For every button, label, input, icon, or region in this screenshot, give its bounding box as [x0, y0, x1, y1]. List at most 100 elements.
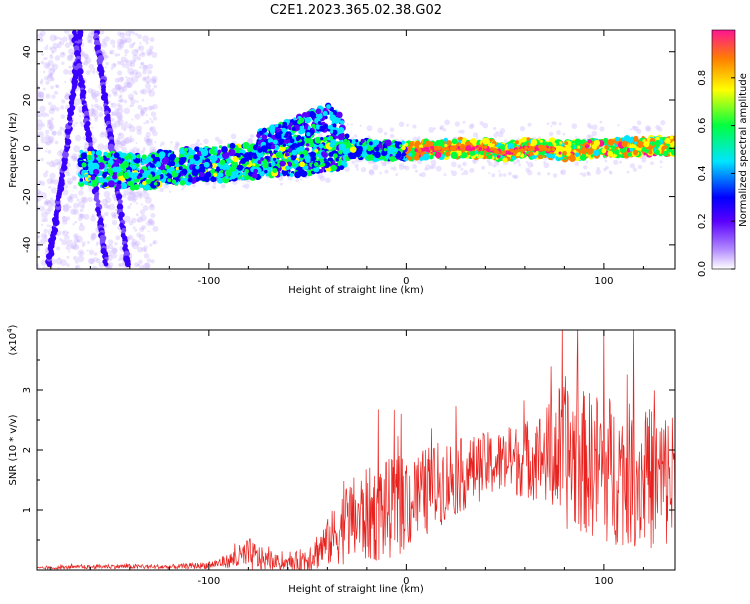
spectrogram-band-point [576, 145, 581, 149]
spectrogram-band-point [321, 162, 326, 167]
spectrogram-speckle [87, 87, 94, 94]
spectrogram-speckle [56, 246, 61, 251]
spectrogram-speckle [132, 54, 139, 60]
spectrogram-ytick-label: 40 [22, 45, 33, 58]
spectrogram-speckle [150, 213, 156, 218]
spectrogram-speckle [37, 266, 41, 269]
spectrogram-core-point [534, 146, 539, 151]
spectrogram-speckle [62, 36, 68, 42]
spectrogram-speckle [139, 226, 145, 232]
spectrogram-haze [398, 121, 405, 128]
spectrogram-haze [583, 165, 588, 170]
spectrogram-speckle [134, 113, 141, 120]
spectrogram-haze [650, 161, 654, 166]
spectrogram-band-point [103, 151, 108, 156]
colorbar-gradient [711, 29, 736, 270]
spectrogram-core-point [530, 146, 535, 151]
spectrogram-speckle [135, 141, 138, 144]
spectrogram-band-point [482, 137, 490, 145]
spectrogram-speckle [140, 111, 146, 116]
spectrogram-band-point [323, 158, 327, 162]
spectrogram-haze [552, 173, 558, 178]
spectrogram-speckle [47, 200, 52, 205]
spectrogram-band-point [662, 150, 669, 157]
spectrogram-band-point [216, 176, 224, 184]
spectrogram-band-point [590, 154, 594, 158]
spectrogram-band-point [299, 145, 305, 152]
spectrogram-band-point [654, 139, 661, 146]
spectrogram-speckle [116, 103, 121, 107]
spectrogram-branch-point [315, 124, 320, 129]
spectrogram-speckle [96, 258, 100, 261]
spectrogram-speckle [127, 191, 132, 197]
spectrogram-speckle [55, 84, 59, 88]
spectrogram-band-point [96, 156, 100, 161]
spectrogram-haze [491, 173, 496, 178]
spectrogram-speckle [149, 105, 155, 111]
spectrogram-band-point [133, 179, 138, 183]
spectrogram-haze [360, 166, 367, 173]
spectrogram-speckle [136, 129, 142, 135]
colorbar-ticks: 0.00.20.40.60.8 [697, 70, 735, 277]
spectrogram-band-point [208, 155, 213, 160]
spectrogram-haze [498, 170, 501, 173]
spectrogram-speckle [110, 67, 114, 70]
spectrogram-band-point [540, 151, 544, 156]
spectrogram-band-point [408, 152, 413, 157]
spectrogram-streak-point [103, 261, 109, 267]
spectrogram-speckle [143, 253, 150, 259]
spectrogram-speckle [91, 93, 97, 99]
spectrogram-speckle [48, 140, 53, 145]
spectrogram-band-point [228, 148, 236, 157]
spectrogram-speckle [117, 31, 122, 36]
spectrogram-speckle [145, 83, 151, 89]
spectrogram-speckle [45, 63, 50, 68]
spectrogram-speckle [123, 39, 128, 44]
spectrogram-band-point [329, 142, 335, 148]
spectrogram-speckle [46, 75, 54, 82]
spectrogram-band-point [279, 160, 286, 167]
spectrogram-speckle [61, 61, 65, 65]
spectrogram-branch-point [304, 125, 308, 130]
spectrogram-speckle [60, 259, 67, 267]
spectrogram-speckle [103, 42, 106, 45]
spectrogram-haze [196, 139, 201, 143]
spectrogram-speckle [94, 118, 98, 122]
spectrogram-haze [355, 158, 360, 163]
spectrogram-speckle [116, 60, 121, 65]
spectrogram-speckle [45, 80, 50, 85]
spectrogram-haze [367, 135, 371, 138]
spectrogram-speckle [138, 66, 142, 69]
spectrogram-speckle [120, 36, 128, 44]
spectrogram-speckle [142, 239, 146, 243]
spectrogram-core-point [418, 148, 422, 153]
spectrogram-band-point [286, 152, 290, 157]
spectrogram-speckle [131, 242, 139, 250]
spectrogram-haze [140, 150, 145, 155]
spectrogram-speckle [84, 147, 88, 151]
spectrogram-speckle [105, 61, 109, 66]
spectrogram-speckle [79, 115, 82, 118]
spectrogram-speckle [116, 38, 124, 46]
spectrogram-haze [498, 173, 503, 177]
spectrogram-band-point [121, 161, 129, 169]
spectrogram-speckle [130, 241, 136, 247]
spectrogram-speckle [121, 32, 125, 36]
spectrogram-band-point [612, 139, 616, 144]
spectrogram-speckle [40, 232, 47, 239]
spectrogram-haze [442, 128, 447, 132]
spectrogram-speckle [143, 262, 150, 269]
spectrogram-band-point [443, 137, 449, 143]
spectrogram-speckle [68, 36, 72, 41]
spectrogram-speckle [125, 136, 132, 144]
spectrogram-speckle [131, 198, 137, 203]
spectrogram-band-point [392, 153, 396, 157]
spectrogram-speckle [91, 265, 98, 269]
spectrogram-xtick-label: 100 [594, 276, 613, 287]
spectrogram-band-point [181, 168, 188, 175]
spectrogram-speckle [61, 239, 68, 246]
spectrogram-core-point [514, 149, 519, 154]
spectrogram-speckle [68, 250, 71, 253]
spectrogram-speckle [66, 239, 73, 247]
spectrogram-band-point [117, 180, 122, 185]
